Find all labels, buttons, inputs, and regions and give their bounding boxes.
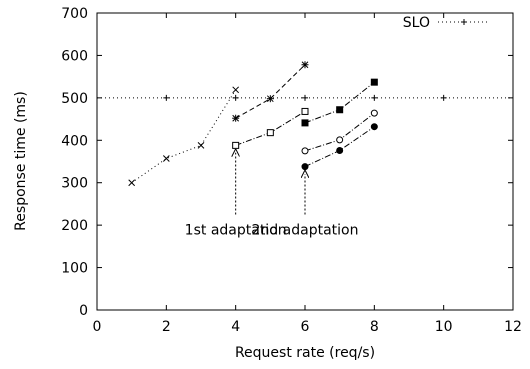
series-line [235, 111, 306, 146]
y-tick-label: 500 [61, 91, 88, 107]
y-tick-label: 200 [61, 218, 88, 234]
data-point [266, 129, 274, 137]
legend-marker-glyph [461, 19, 467, 25]
x-tick-label: 0 [93, 319, 102, 335]
data-point [197, 142, 205, 149]
y-tick-label: 600 [61, 48, 88, 64]
data-point [301, 119, 309, 127]
series-4 [301, 78, 378, 127]
marker-shape [301, 163, 309, 171]
series-line [304, 81, 375, 124]
x-tick-label: 2 [162, 319, 171, 335]
marker-shape [370, 78, 378, 86]
data-point [301, 163, 309, 171]
y-tick-label: 700 [61, 6, 88, 22]
marker-shape [301, 147, 309, 155]
marker-stroke [162, 155, 170, 162]
series-line [235, 64, 306, 119]
legend-marker-slo [461, 19, 467, 25]
annotation-label: 1st adaptation [185, 223, 287, 239]
data-point [301, 147, 309, 155]
series-3 [232, 107, 309, 149]
data-point [128, 179, 136, 187]
x-axis-label: Request rate (req/s) [235, 345, 375, 361]
marker-shape [232, 141, 240, 149]
data-point [232, 114, 240, 122]
y-tick-label: 300 [61, 176, 88, 192]
marker-shape [336, 146, 344, 154]
data-point [232, 86, 240, 94]
legend-label-slo: SLO [403, 15, 430, 31]
y-tick-label: 0 [79, 303, 88, 319]
y-axis-label: Response time (ms) [13, 91, 29, 231]
series-1 [128, 86, 240, 187]
data-point [301, 61, 309, 69]
data-point [336, 106, 344, 114]
marker-shape [266, 129, 274, 137]
marker-shape [301, 107, 309, 115]
slo-point [163, 94, 170, 101]
data-point [232, 141, 240, 149]
data-point [162, 155, 170, 162]
slo-point [440, 94, 447, 101]
marker-stroke [232, 86, 240, 94]
x-axis-ticks: 0 2 4 6 8 10 12 [93, 13, 522, 335]
marker-shape [370, 123, 378, 131]
data-point [336, 136, 344, 144]
marker-shape [301, 119, 309, 127]
slo-point [371, 94, 378, 101]
x-tick-label: 10 [435, 319, 453, 335]
x-tick-label: 6 [301, 319, 310, 335]
slo-line-layer [97, 94, 513, 101]
series-layer [128, 61, 378, 187]
annotation-label: 2nd adaptation [252, 223, 359, 239]
data-point [266, 95, 274, 103]
marker-stroke [197, 142, 205, 149]
marker-shape [370, 109, 378, 117]
marker-stroke [128, 179, 136, 187]
data-point [370, 78, 378, 86]
data-point [336, 146, 344, 154]
x-tick-label: 4 [231, 319, 240, 335]
series-2 [232, 61, 309, 122]
slo-point [232, 94, 239, 101]
marker-shape [336, 136, 344, 144]
data-point [301, 107, 309, 115]
y-tick-label: 400 [61, 133, 88, 149]
x-tick-label: 12 [504, 319, 522, 335]
x-tick-label: 8 [370, 319, 379, 335]
y-axis-ticks: 0 100 200 300 400 500 600 700 [61, 6, 513, 319]
series-line [304, 126, 375, 168]
plot-frame [96, 12, 514, 311]
series-6 [301, 123, 378, 171]
series-5 [301, 109, 378, 155]
series-line [131, 89, 237, 184]
data-point [370, 109, 378, 117]
slo-point [302, 94, 308, 101]
y-tick-label: 100 [61, 261, 88, 277]
marker-shape [336, 106, 344, 114]
legend: SLO [403, 15, 490, 31]
data-point [370, 123, 378, 131]
